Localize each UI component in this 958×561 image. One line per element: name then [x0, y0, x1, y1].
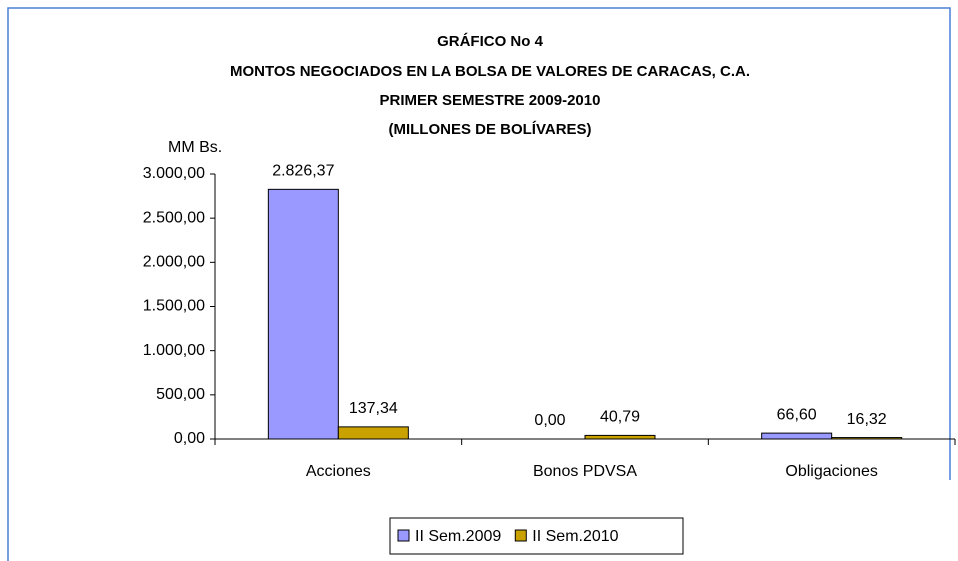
- data-label: 0,00: [534, 412, 565, 429]
- legend-label: II Sem.2010: [532, 528, 618, 545]
- chart-title: (MILLONES DE BOLÍVARES): [388, 121, 591, 138]
- bar: [584, 434, 656, 440]
- legend-swatch: [397, 529, 410, 542]
- frame: [7, 7, 951, 561]
- bar: [267, 188, 339, 440]
- y-tick-label: 1.500,00: [143, 298, 205, 315]
- chart-title: MONTOS NEGOCIADOS EN LA BOLSA DE VALORES…: [230, 63, 750, 80]
- legend-swatch: [514, 529, 527, 542]
- y-tick-label: 1.000,00: [143, 342, 205, 359]
- data-label: 137,34: [349, 400, 398, 417]
- bar: [761, 432, 833, 440]
- chart-title: GRÁFICO No 4: [437, 33, 543, 50]
- legend-box: [389, 517, 684, 555]
- y-tick-label: 2.000,00: [143, 254, 205, 271]
- y-tick-label: 500,00: [156, 386, 205, 403]
- data-label: 66,60: [777, 406, 817, 423]
- data-label: 40,79: [600, 409, 640, 426]
- y-tick-label: 0,00: [174, 430, 205, 447]
- y-tick-label: 3.000,00: [143, 165, 205, 182]
- chart-title: PRIMER SEMESTRE 2009-2010: [380, 92, 601, 109]
- legend-label: II Sem.2009: [415, 528, 501, 545]
- data-label: 2.826,37: [272, 163, 334, 180]
- y-axis-label: MM Bs.: [168, 139, 222, 156]
- x-tick-label: Acciones: [306, 463, 371, 480]
- y-tick-label: 2.500,00: [143, 209, 205, 226]
- x-tick-label: Obligaciones: [785, 463, 878, 480]
- bar: [337, 426, 409, 440]
- x-tick-label: Bonos PDVSA: [533, 463, 637, 480]
- data-label: 16,32: [847, 411, 887, 428]
